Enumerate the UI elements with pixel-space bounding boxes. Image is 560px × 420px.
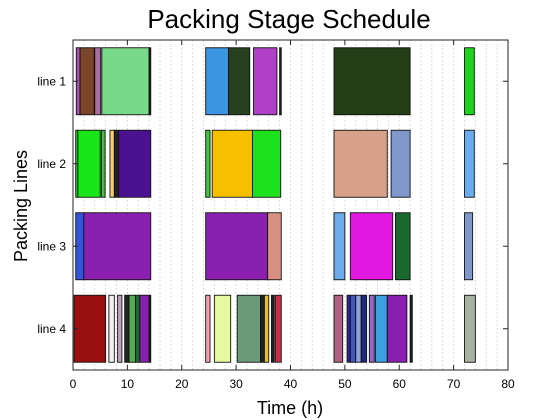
task-bar xyxy=(236,294,262,363)
x-tick-label: 60 xyxy=(393,377,407,391)
task-bar xyxy=(205,129,211,198)
task-bar xyxy=(368,294,375,363)
y-tick-label: line 2 xyxy=(37,157,66,171)
x-axis-ticks: 0 10 20 30 40 50 60 70 80 xyxy=(70,40,515,391)
x-tick-label: 20 xyxy=(175,377,189,391)
task-bar xyxy=(346,294,351,363)
task-bar xyxy=(128,294,136,363)
task-bar xyxy=(148,47,152,116)
grid-lines xyxy=(83,40,498,370)
chart-title: Packing Stage Schedule xyxy=(147,4,430,34)
task-bar xyxy=(386,294,408,363)
task-bar xyxy=(263,294,270,363)
y-tick-label: line 3 xyxy=(37,239,66,253)
task-bar xyxy=(374,294,388,363)
task-bar xyxy=(349,212,394,281)
x-tick-label: 0 xyxy=(70,377,77,391)
task-bar xyxy=(205,47,229,116)
task-bar xyxy=(205,212,269,281)
y-tick-label: line 4 xyxy=(37,322,66,336)
y-axis-label: Packing Lines xyxy=(11,150,31,262)
task-bar xyxy=(360,294,368,363)
task-bar xyxy=(251,129,282,198)
y-axis-ticks: line 1 line 2 line 3 line 4 xyxy=(37,74,508,336)
task-bar xyxy=(211,129,253,198)
task-bar xyxy=(390,129,411,198)
task-bar xyxy=(253,47,278,116)
y-tick-label: line 1 xyxy=(37,74,66,88)
task-bar xyxy=(148,294,152,363)
x-tick-label: 50 xyxy=(338,377,352,391)
task-bar xyxy=(274,294,282,363)
task-bar xyxy=(271,294,275,363)
task-bar xyxy=(113,129,120,198)
task-bar xyxy=(394,212,411,281)
task-bar xyxy=(77,129,101,198)
task-bar xyxy=(464,212,474,281)
task-bar xyxy=(83,212,152,281)
task-bar xyxy=(73,294,107,363)
x-axis-label: Time (h) xyxy=(257,398,323,418)
task-bar xyxy=(139,294,150,363)
task-bar xyxy=(94,47,102,116)
task-bar xyxy=(117,294,123,363)
task-bar xyxy=(333,129,388,198)
x-tick-label: 30 xyxy=(229,377,243,391)
task-bar xyxy=(464,47,475,116)
task-bar xyxy=(213,294,232,363)
task-bar xyxy=(267,212,282,281)
task-bar xyxy=(279,47,282,116)
task-bar xyxy=(333,47,411,116)
task-bar xyxy=(100,129,106,198)
task-bar xyxy=(409,294,413,363)
task-bar xyxy=(124,294,130,363)
task-bar xyxy=(355,294,362,363)
task-bar xyxy=(260,294,265,363)
x-tick-label: 80 xyxy=(501,377,515,391)
x-tick-label: 70 xyxy=(447,377,461,391)
x-tick-label: 10 xyxy=(121,377,135,391)
task-bar xyxy=(118,129,152,198)
task-bar xyxy=(228,47,251,116)
task-bar xyxy=(333,212,346,281)
task-bars xyxy=(73,47,476,363)
task-bar xyxy=(464,294,476,363)
task-bar xyxy=(205,294,211,363)
x-tick-label: 40 xyxy=(284,377,298,391)
task-bar xyxy=(464,129,475,198)
task-bar xyxy=(79,47,95,116)
task-bar xyxy=(349,294,357,363)
task-bar xyxy=(135,294,141,363)
task-bar xyxy=(101,47,150,116)
task-bar xyxy=(108,294,115,363)
task-bar xyxy=(333,294,344,363)
task-bar xyxy=(109,129,115,198)
